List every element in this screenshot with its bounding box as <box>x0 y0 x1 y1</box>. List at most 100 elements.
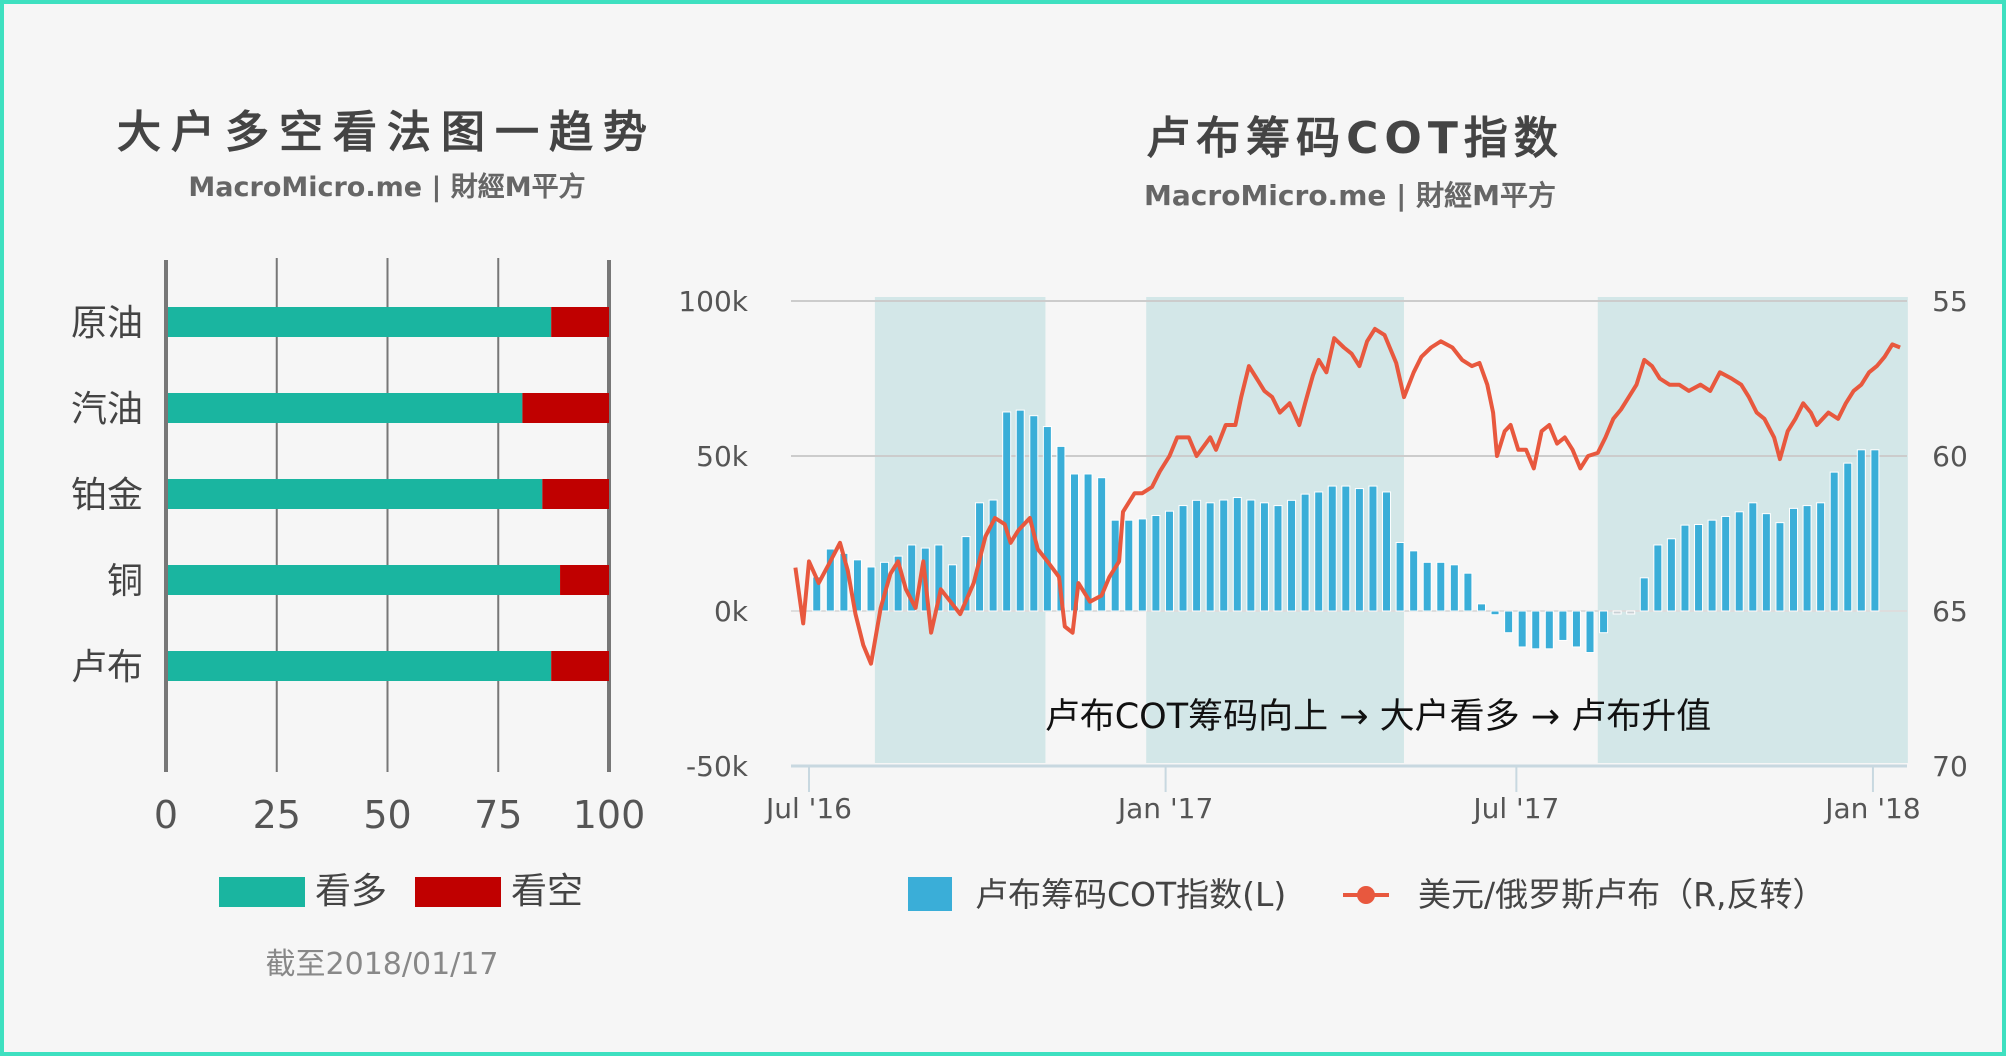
legend-swatch-cot <box>908 877 952 911</box>
cot-bar <box>1246 499 1256 612</box>
x-tick-label: 75 <box>474 793 522 837</box>
legend-label: 看多 <box>315 871 387 912</box>
y-left-tick-label: 100k <box>678 285 748 318</box>
left-chart-title: 大户多空看法图一趋势 <box>117 107 657 158</box>
legend-marker-usdrub <box>1357 886 1375 904</box>
bar-bullish <box>168 307 552 337</box>
cot-bar <box>852 559 862 612</box>
cot-bar <box>1558 610 1568 641</box>
cot-bar <box>893 555 903 612</box>
cot-bar <box>1002 411 1012 612</box>
cot-bar <box>1097 477 1107 612</box>
cot-bar <box>1178 505 1188 612</box>
cot-bar <box>1151 515 1161 612</box>
cot-bar <box>1422 561 1432 612</box>
category-label: 铜 <box>107 561 143 602</box>
cot-bar <box>1219 499 1229 612</box>
footnote-date: 截至2018/01/17 <box>266 947 499 982</box>
y-right-tick-label: 60 <box>1932 440 1968 473</box>
cot-bar <box>1843 462 1853 612</box>
cot-bar <box>1870 449 1880 612</box>
cot-bar <box>1042 426 1052 612</box>
cot-bar <box>1653 544 1663 612</box>
cot-bar <box>1056 445 1066 612</box>
cot-bar <box>1395 541 1405 612</box>
y-left-tick-label: 50k <box>696 440 749 473</box>
y-right-tick-label: 65 <box>1932 595 1968 628</box>
cot-bar <box>1273 505 1283 612</box>
y-right-tick-label: 55 <box>1932 285 1968 318</box>
cot-bar <box>825 548 835 612</box>
cot-bar <box>1476 603 1486 612</box>
left-chart-subtitle: MacroMicro.me | 財經M平方 <box>188 171 585 203</box>
x-tick-label: 0 <box>154 793 178 837</box>
cot-bar <box>1300 493 1310 612</box>
cot-bar <box>1517 610 1527 648</box>
cot-bar <box>907 544 917 612</box>
cot-bar <box>1571 610 1581 648</box>
category-label: 铂金 <box>71 475 143 516</box>
right-chart-subtitle: MacroMicro.me | 財經M平方 <box>1144 179 1556 212</box>
cot-bar <box>934 544 944 612</box>
cot-bar <box>988 499 998 612</box>
cot-bar <box>1124 519 1134 612</box>
bar-bearish <box>551 651 609 681</box>
x-tick-label: 50 <box>363 793 411 837</box>
legend-swatch <box>219 877 305 907</box>
cot-bar <box>1612 610 1622 615</box>
cot-bar <box>1083 473 1093 612</box>
x-tick-label: Jan '17 <box>1116 792 1213 825</box>
cot-bar <box>1314 491 1324 612</box>
legend-swatch <box>415 877 501 907</box>
cot-bar <box>1585 610 1595 654</box>
cot-bar <box>1368 485 1378 612</box>
cot-bar <box>1436 561 1446 612</box>
cot-bar <box>1354 488 1364 612</box>
cot-bar <box>1829 471 1839 612</box>
bar-bearish <box>551 307 609 337</box>
cot-bar <box>1666 538 1676 612</box>
bar-bullish <box>168 393 523 423</box>
cot-bar <box>1734 511 1744 612</box>
legend-label: 看空 <box>511 871 583 912</box>
usd-rub-line <box>793 326 1901 666</box>
bar-bearish <box>542 479 609 509</box>
cot-bar <box>1694 524 1704 612</box>
cot-bar <box>1599 610 1609 634</box>
cot-bar <box>1490 610 1500 616</box>
bar-bullish <box>168 479 543 509</box>
cot-bar <box>1544 610 1554 650</box>
cot-bar <box>1232 497 1242 612</box>
cot-bar <box>1192 499 1202 612</box>
cot-bar <box>1341 485 1351 612</box>
cot-bar <box>1626 610 1636 615</box>
cot-bar <box>1748 502 1758 612</box>
y-left-tick-label: 0k <box>714 595 749 628</box>
x-tick-label: 100 <box>573 793 646 837</box>
bar-bearish <box>522 393 609 423</box>
y-left-tick-label: -50k <box>686 750 749 783</box>
cot-bar <box>1382 491 1392 612</box>
cot-bar <box>1504 610 1514 634</box>
cot-bar <box>1164 510 1174 612</box>
cot-bar <box>1802 505 1812 612</box>
x-tick-label: Jul '16 <box>764 792 852 825</box>
cot-bar <box>1789 507 1799 612</box>
cot-bar <box>1680 524 1690 612</box>
legend-label-usdrub: 美元/俄罗斯卢布（R,反转） <box>1418 875 1826 914</box>
cot-bar <box>1287 499 1297 612</box>
cot-bar <box>1707 519 1717 612</box>
cot-bar <box>1205 502 1215 612</box>
cot-bar <box>947 564 957 612</box>
cot-bar <box>1816 502 1826 612</box>
cot-bar <box>961 536 971 612</box>
bar-bullish <box>168 565 561 595</box>
x-tick-label: Jul '17 <box>1471 792 1559 825</box>
cot-bar <box>1259 502 1269 612</box>
cot-bar <box>1029 415 1039 612</box>
cot-bar <box>1137 518 1147 612</box>
cot-bar <box>1775 522 1785 612</box>
legend-label-cot: 卢布筹码COT指数(L) <box>975 875 1286 914</box>
